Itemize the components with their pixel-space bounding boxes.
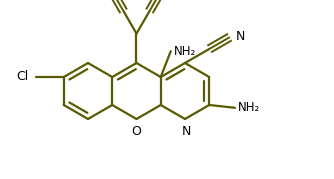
Text: Cl: Cl [16, 71, 29, 83]
Text: NH₂: NH₂ [174, 45, 196, 58]
Text: NH₂: NH₂ [238, 101, 260, 114]
Text: O: O [132, 125, 141, 138]
Text: N: N [236, 30, 245, 43]
Text: N: N [181, 125, 191, 138]
